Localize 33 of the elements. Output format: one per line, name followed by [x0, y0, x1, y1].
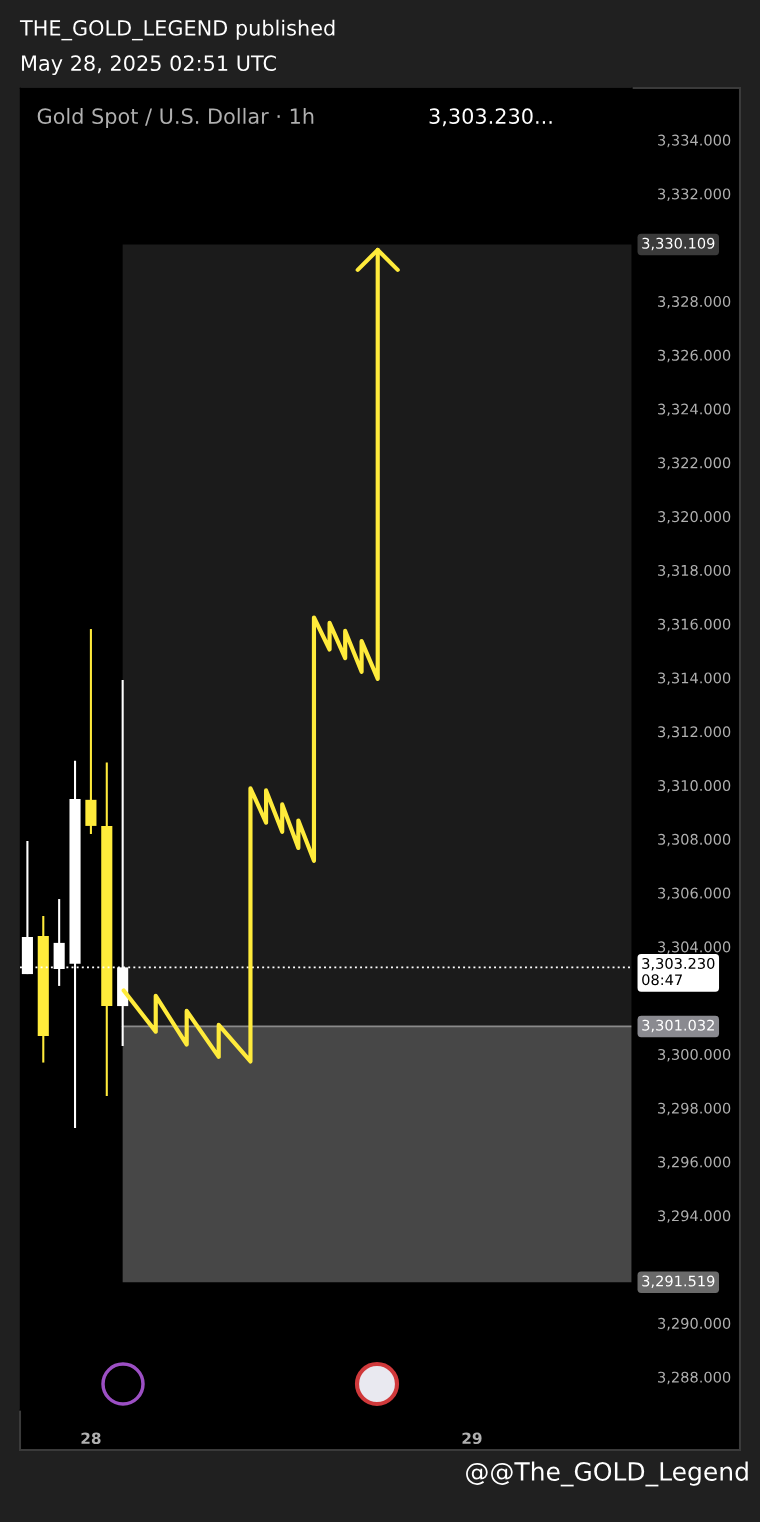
band-label: 3,291.519	[642, 1275, 715, 1289]
x-tick-label: 29	[462, 1432, 482, 1445]
y-tick-label: 3,294.000	[658, 1210, 731, 1223]
y-tick-label: 3,314.000	[658, 672, 731, 685]
band-label: 3,330.109	[642, 237, 715, 251]
y-tick-label: 3,308.000	[658, 833, 731, 847]
y-tick-label: 3,322.000	[658, 457, 731, 470]
y-tick-label: 3,318.000	[658, 564, 731, 578]
y-tick-label: 3,316.000	[658, 618, 731, 632]
y-tick-label: 3,334.000	[658, 134, 731, 148]
ref-line-label: 3,301.032	[642, 1019, 714, 1033]
annotation: 3,303.230...	[429, 108, 552, 127]
y-tick-label: 3,298.000	[658, 1102, 731, 1116]
y-tick-label: 3,320.000	[658, 511, 731, 524]
y-tick-label: 3,304.000	[658, 941, 731, 954]
chart-title: THE_GOLD_LEGEND published	[19, 19, 335, 41]
chart-subtitle: May 28, 2025 02:51 UTC	[22, 55, 276, 76]
ref-line-label: 3,303.230 08:47	[642, 957, 715, 986]
y-tick-label: 3,300.000	[658, 1048, 731, 1062]
y-tick-label: 3,312.000	[658, 726, 731, 739]
y-tick-label: 3,290.000	[658, 1317, 731, 1331]
y-tick-label: 3,324.000	[658, 403, 731, 417]
candlestick	[85, 628, 97, 836]
y-tick-label: 3,296.000	[658, 1156, 731, 1170]
y-tick-label: 3,310.000	[658, 780, 731, 793]
y-tick-label: 3,328.000	[658, 295, 731, 309]
y-tick-label: 3,288.000	[658, 1371, 731, 1385]
y-tick-label: 3,326.000	[658, 349, 731, 363]
y-tick-label: 3,306.000	[658, 887, 731, 901]
annotation: Gold Spot / U.S. Dollar · 1h	[37, 107, 314, 129]
y-tick-label: 3,332.000	[658, 188, 731, 201]
text: @@The_GOLD_Legend	[466, 1461, 748, 1487]
x-tick-label: 28	[81, 1432, 101, 1445]
